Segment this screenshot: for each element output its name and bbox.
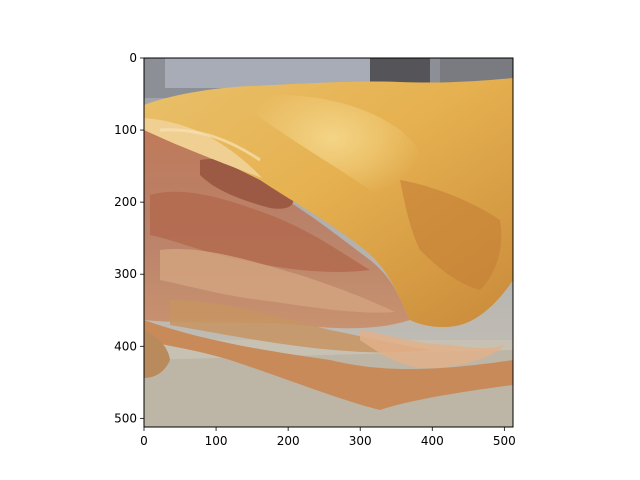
y-tick-label: 100 bbox=[114, 123, 137, 137]
y-axis: 0 100 200 300 400 500 bbox=[114, 51, 144, 425]
y-tick-label: 200 bbox=[114, 195, 137, 209]
x-tick-label: 200 bbox=[277, 434, 300, 448]
x-tick-label: 0 bbox=[140, 434, 148, 448]
x-axis: 0 100 200 300 400 500 bbox=[140, 427, 516, 448]
axes-frame bbox=[143, 57, 514, 428]
x-tick-label: 300 bbox=[349, 434, 372, 448]
photo-image bbox=[144, 58, 513, 427]
x-tick-label: 500 bbox=[493, 434, 516, 448]
x-tick-label: 100 bbox=[205, 434, 228, 448]
y-tick-label: 500 bbox=[114, 411, 137, 425]
y-tick-label: 300 bbox=[114, 267, 137, 281]
y-tick-label: 0 bbox=[129, 51, 137, 65]
y-tick-label: 400 bbox=[114, 339, 137, 353]
x-tick-label: 400 bbox=[421, 434, 444, 448]
